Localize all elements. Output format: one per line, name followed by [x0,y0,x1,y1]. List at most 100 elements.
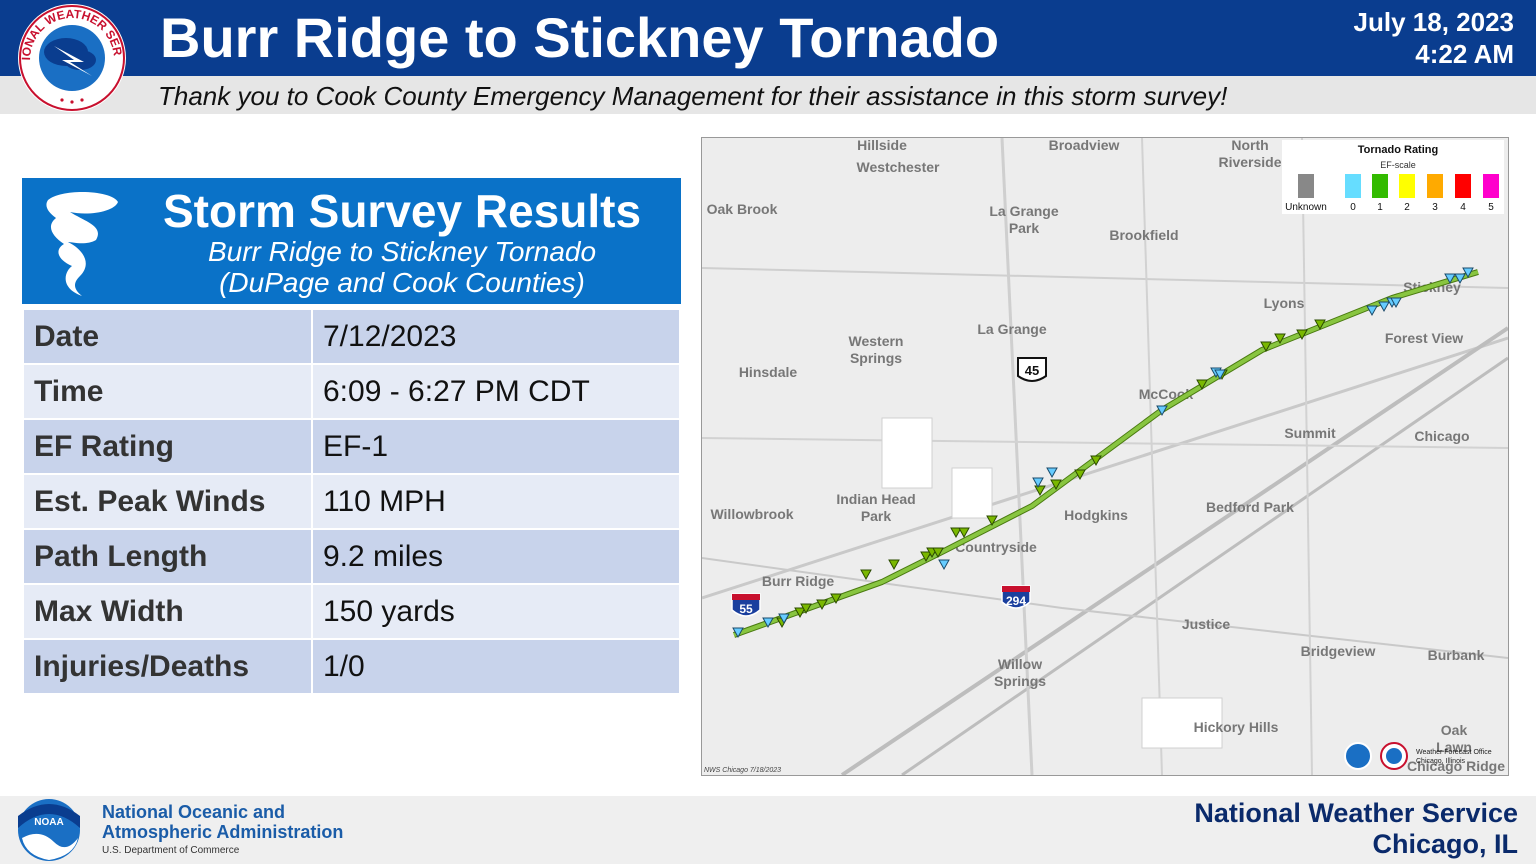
map-shields: 45 55 294 [731,357,1047,617]
ef1-damage-marker [1314,319,1326,331]
place-label: Oak Brook [707,201,778,217]
ef0-damage-marker [1214,369,1226,381]
place-label: Brookfield [1109,227,1178,243]
place-label: Hillside [857,138,907,153]
table-row: Max Width 150 yards [22,583,681,640]
ef1-damage-marker [1034,485,1046,497]
ef1-damage-marker [800,603,812,615]
place-label: Burbank [1428,647,1485,663]
page-title: Burr Ridge to Stickney Tornado [160,6,1000,69]
table-row: Path Length 9.2 miles [22,528,681,585]
noaa-logo-lettering: NOAA [34,817,63,828]
legend-label: Unknown [1285,202,1327,213]
ef0-damage-marker [1444,273,1456,285]
row-label: Est. Peak Winds [22,473,313,530]
place-label: Chicago [1414,428,1469,444]
row-label: Path Length [22,528,313,585]
table-row: EF Rating EF-1 [22,418,681,475]
row-value: 110 MPH [311,473,681,530]
row-label: Time [22,363,313,420]
legend-swatch [1455,174,1471,198]
shield-number: 294 [1006,594,1026,608]
ef1-damage-marker [816,599,828,611]
wfo-line1: Weather Forecast Office [1416,749,1492,756]
place-label: Justice [1182,616,1230,632]
place-label: Hodgkins [1064,507,1128,523]
tornado-track [732,267,1479,639]
table-row: Injuries/Deaths 1/0 [22,638,681,695]
legend-subtitle: EF-scale [1380,160,1416,170]
ef1-damage-marker [888,559,900,571]
legend-label: 1 [1377,202,1383,213]
place-label: Bedford Park [1206,499,1294,515]
ef0-damage-marker [732,627,744,639]
survey-subtitle-line2: (DuPage and Cook Counties) [219,267,585,298]
ef0-damage-marker [1046,467,1058,479]
issue-date: July 18, 2023 [1353,7,1514,37]
ef0-damage-marker [778,613,790,625]
row-label: Injuries/Deaths [22,638,313,695]
place-label: Hickory Hills [1194,719,1279,735]
legend-swatch [1399,174,1415,198]
ef1-damage-marker [794,607,806,619]
survey-subtitle: Burr Ridge to Stickney Tornado (DuPage a… [162,236,642,298]
legend-label: 5 [1488,202,1494,213]
table-row: Date 7/12/2023 [22,308,681,365]
place-label: Oak Lawn [1436,722,1472,755]
ef1-damage-marker [950,527,962,539]
place-label: Indian Head Park [836,491,915,524]
ef1-damage-marker [1274,333,1286,345]
place-label: Willow Springs [994,656,1046,689]
place-label: Westchester [856,159,940,175]
place-label: Western Springs [849,333,904,366]
issue-time: 4:22 AM [1415,39,1514,69]
place-label: Countryside [955,539,1037,555]
route-shield: 45 [1017,357,1047,382]
place-label: Forest View [1385,330,1463,346]
route-shield: 294 [1001,585,1031,609]
tornado-icon [46,191,118,296]
table-row: Time 6:09 - 6:27 PM CDT [22,363,681,420]
nws-office: National Weather Service Chicago, IL [1194,798,1518,860]
ef0-damage-marker [1462,267,1474,279]
header-bar [0,0,1536,76]
row-value: 1/0 [311,638,681,695]
ef1-damage-marker [932,547,944,559]
ef0-damage-marker [1454,273,1466,285]
legend-swatch [1298,174,1314,198]
ef1-damage-marker [830,593,842,605]
row-value: 6:09 - 6:27 PM CDT [311,363,681,420]
ef0-damage-marker [938,559,950,571]
place-label: Bridgeview [1301,643,1376,659]
survey-title: Storm Survey Results [162,185,642,237]
nws-logo-icon: NATIONAL WEATHER SERVICE [14,2,126,112]
place-label: Burr Ridge [762,573,835,589]
nws-line1: National Weather Service [1194,798,1518,828]
shield-number: 55 [739,602,753,616]
legend-swatch [1427,174,1443,198]
ef0-damage-marker [1156,405,1168,417]
place-label: La Grange Park [989,203,1058,236]
map-agency-logos: Weather Forecast Office Chicago, Illinoi… [1344,742,1492,770]
row-label: Max Width [22,583,313,640]
thanks-bar [0,76,1536,114]
ef0-damage-marker [1390,297,1402,309]
legend-swatch [1372,174,1388,198]
place-label: Chicago Ridge [1407,758,1505,774]
survey-results-table: Date 7/12/2023 Time 6:09 - 6:27 PM CDT EF … [22,308,681,695]
ef1-damage-marker [1196,379,1208,391]
map-roads [702,138,1508,775]
row-label: Date [22,308,313,365]
legend-label: 3 [1432,202,1438,213]
legend-title: Tornado Rating [1358,144,1438,156]
ef0-damage-marker [1366,305,1378,317]
legend-label: 0 [1350,202,1356,213]
row-value: 9.2 miles [311,528,681,585]
row-value: EF-1 [311,418,681,475]
ef0-damage-marker [1378,301,1390,313]
route-shield: 55 [731,593,761,617]
ef1-damage-marker [958,527,970,539]
nws-line2: Chicago, IL [1372,829,1518,859]
ef1-damage-marker [920,551,932,563]
legend-label: 4 [1460,202,1466,213]
